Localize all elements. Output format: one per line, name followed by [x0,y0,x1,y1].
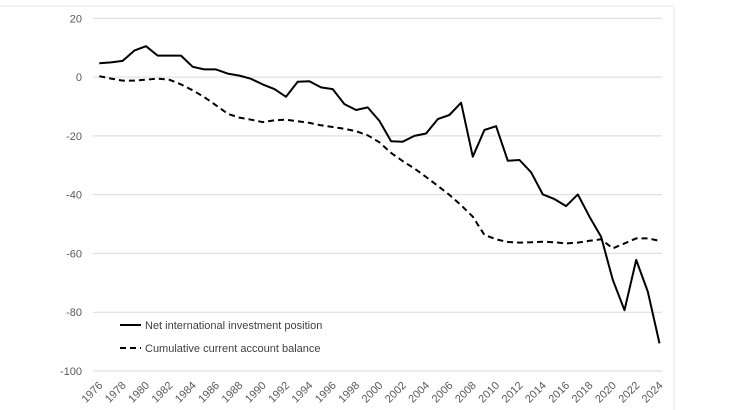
series-lines [99,45,661,344]
x-tick-label: 1980 [126,380,152,406]
y-tick-label: -40 [66,190,82,202]
legend: Net international investment position Cu… [120,320,322,355]
x-axis-ticks: 1976197819801982198419861988199019921994… [80,380,666,406]
y-tick-label: -80 [66,307,82,319]
x-tick-label: 1976 [80,380,106,406]
x-tick-label: 2010 [476,380,502,406]
x-tick-label: 1992 [266,380,292,406]
x-tick-label: 1996 [313,380,339,406]
series-line-niip [99,45,661,344]
x-tick-label: 2000 [360,380,386,406]
x-tick-label: 2002 [383,380,409,406]
series-line-cumulative-ca [99,75,660,250]
y-tick-label: 20 [70,13,82,25]
x-tick-label: 1988 [220,380,246,406]
x-tick-label: 1984 [173,380,199,406]
y-axis-ticks: 20 0 -20 -40 -60 -80 -100 [60,13,82,378]
x-tick-label: 2012 [500,380,526,406]
x-tick-label: 2020 [593,380,619,406]
x-tick-label: 2024 [640,380,666,406]
x-tick-label: 1978 [103,380,129,406]
x-tick-label: 2018 [570,380,596,406]
x-tick-label: 1986 [196,380,222,406]
x-tick-label: 2004 [406,380,432,406]
x-tick-label: 2006 [430,380,456,406]
x-tick-label: 2014 [523,380,549,406]
x-tick-label: 1982 [150,380,176,406]
y-tick-label: -100 [60,366,82,378]
legend-label-niip: Net international investment position [145,320,322,332]
y-tick-label: 0 [76,72,82,84]
x-tick-label: 1990 [243,380,269,406]
legend-label-cumulative-ca: Cumulative current account balance [145,343,320,355]
x-tick-label: 1998 [336,380,362,406]
x-tick-label: 2022 [616,380,642,406]
gridlines [93,17,662,372]
x-tick-label: 1994 [290,380,316,406]
y-tick-label: -60 [66,248,82,260]
y-tick-label: -20 [66,131,82,143]
x-tick-label: 2016 [546,380,572,406]
x-tick-label: 2008 [453,380,479,406]
